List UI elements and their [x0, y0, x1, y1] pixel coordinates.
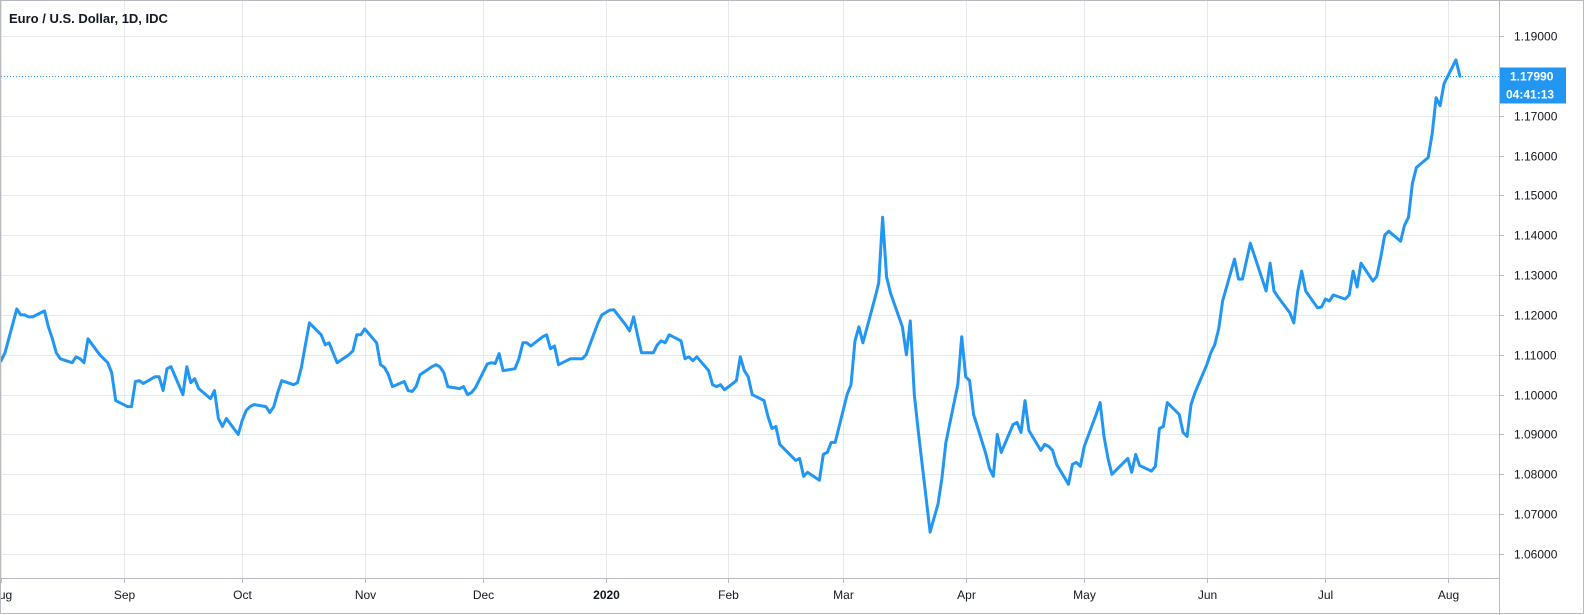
y-tick-label: 1.10000: [1514, 389, 1558, 403]
y-tick-label: 1.14000: [1514, 229, 1558, 243]
y-tick-label: 1.09000: [1514, 428, 1558, 442]
price-series-line: [1, 58, 1462, 534]
axis-layer: [1, 1, 1504, 615]
y-tick-label: 1.11000: [1514, 349, 1557, 363]
x-tick-label: Dec: [473, 588, 494, 602]
y-tick-label: 1.08000: [1514, 468, 1558, 482]
price-badges: 1.17990 04:41:13: [1500, 67, 1566, 104]
last-price-label: 1.17990: [1510, 70, 1554, 84]
grid-layer: [1, 1, 1499, 578]
x-tick-label: Nov: [355, 588, 376, 602]
x-tick-label: Mar: [833, 588, 854, 602]
series-layer: [1, 58, 1462, 534]
chart-title: Euro / U.S. Dollar, 1D, IDC: [9, 11, 168, 26]
y-tick-label: 1.12000: [1514, 309, 1558, 323]
x-tick-label: Jul: [1318, 588, 1333, 602]
x-tick-label: May: [1073, 588, 1096, 602]
countdown-label: 04:41:13: [1506, 88, 1554, 102]
y-tick-label: 1.06000: [1514, 548, 1558, 562]
last-price-badge: [1500, 67, 1566, 86]
y-tick-label: 1.17000: [1514, 110, 1558, 124]
x-tick-label: Apr: [957, 588, 976, 602]
y-tick-label: 1.13000: [1514, 269, 1558, 283]
x-tick-label: Jun: [1198, 588, 1217, 602]
y-tick-label: 1.15000: [1514, 189, 1558, 203]
countdown-badge: [1500, 85, 1566, 104]
y-tick-label: 1.07000: [1514, 508, 1558, 522]
y-tick-label: 1.19000: [1514, 30, 1558, 44]
x-tick-label: Aug: [1438, 588, 1459, 602]
y-tick-label: 1.16000: [1514, 150, 1558, 164]
x-tick-label: 2020: [593, 588, 620, 602]
y-axis-ticks[interactable]: 1.06000 1.07000 1.08000 1.09000 1.10000 1.110…: [1514, 30, 1558, 562]
x-tick-label: Feb: [718, 588, 739, 602]
x-axis-ticks[interactable]: Aug Sep Oct Nov Dec 2020 Feb Mar Apr May Jun Jul Aug: [1, 588, 1459, 602]
x-tick-label: Aug: [1, 588, 12, 602]
x-tick-label: Sep: [114, 588, 136, 602]
x-tick-label: Oct: [233, 588, 252, 602]
